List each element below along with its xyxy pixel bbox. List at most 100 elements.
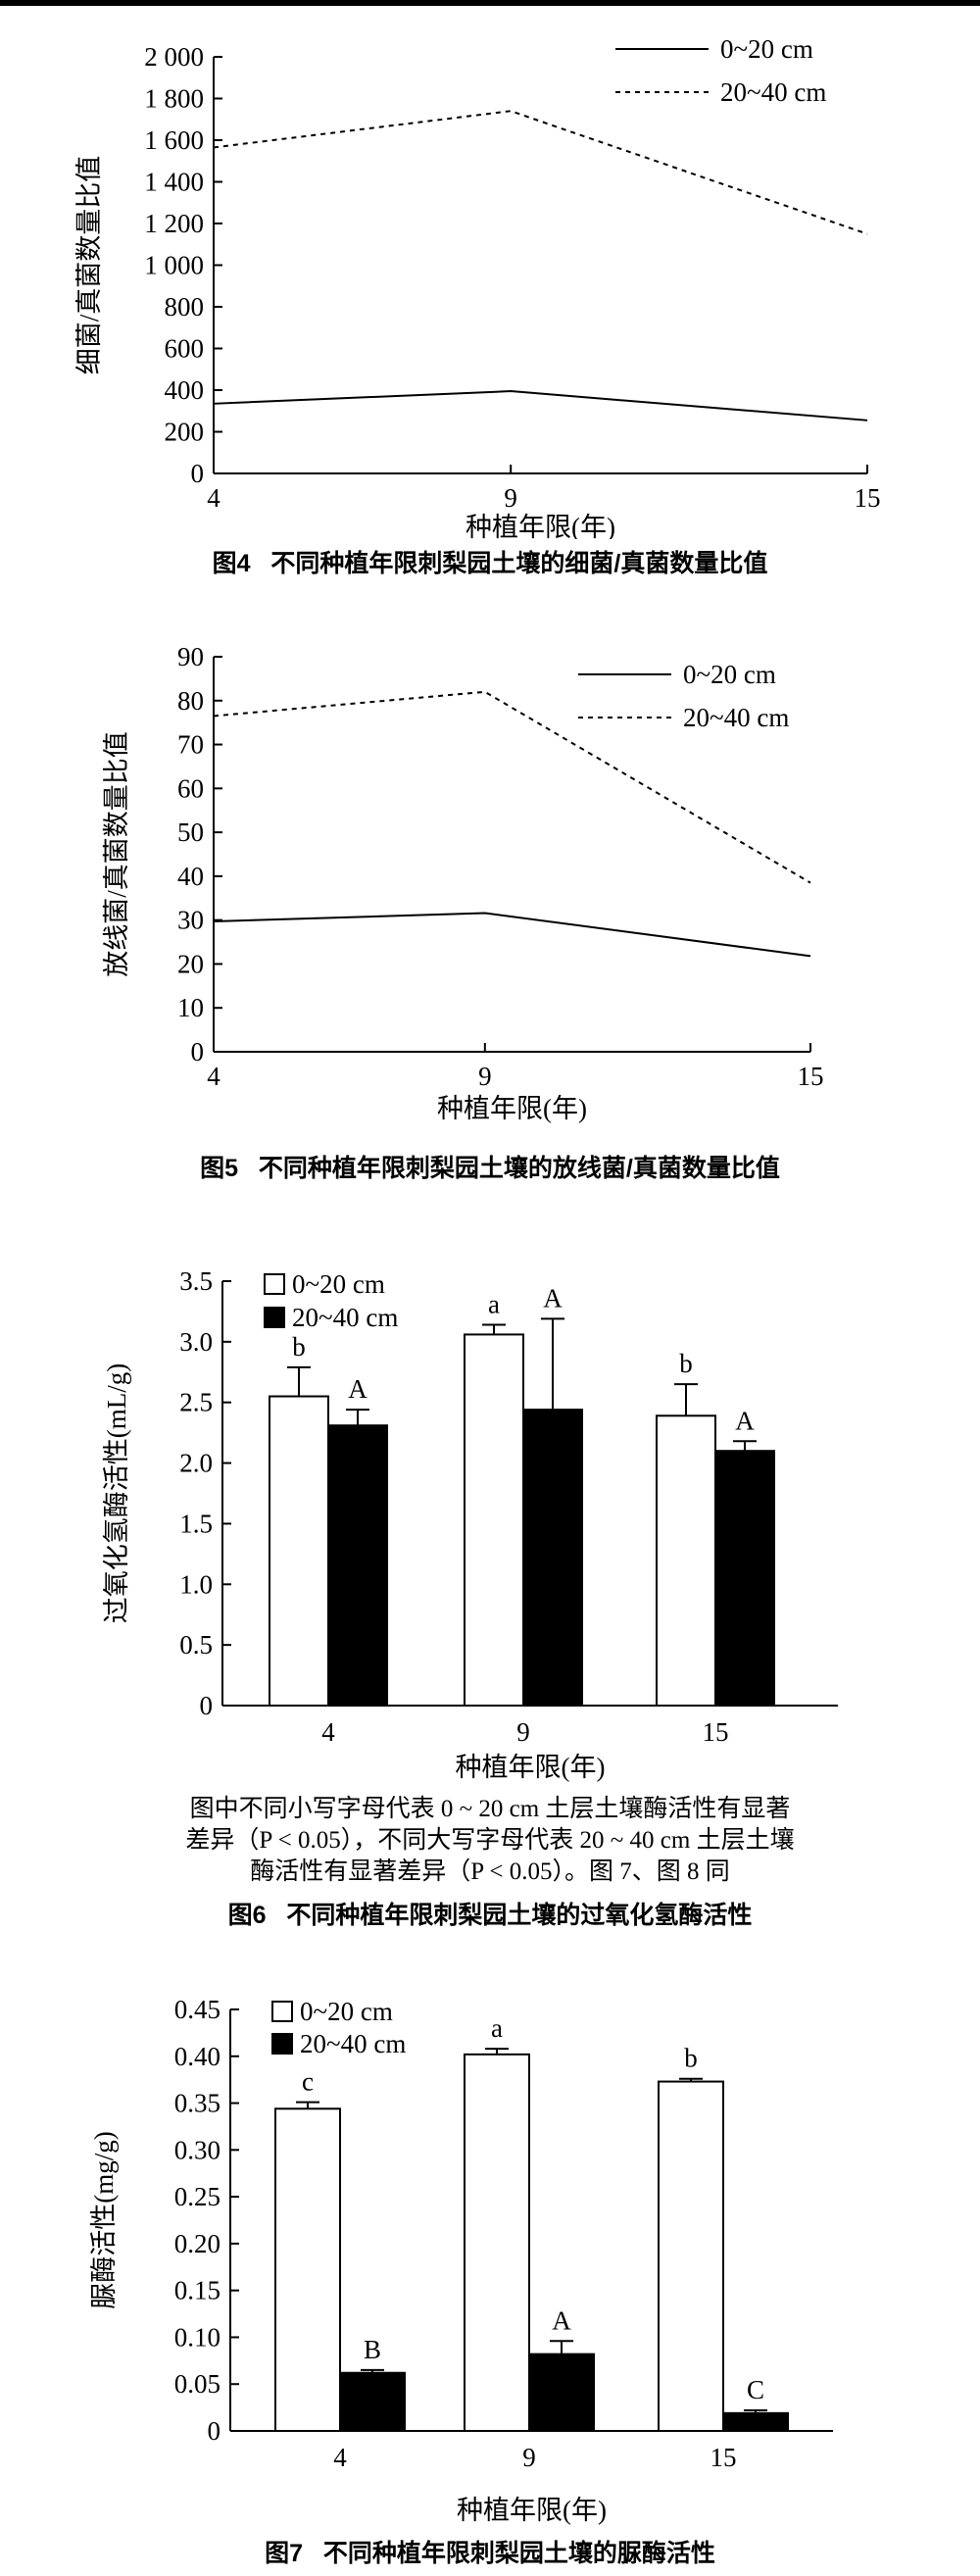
fig6-bar-chart: 0 0.5 1.0 1.5 2.0 2.5 3.0 3.5 过氧化氢酶活性(mL/g) 种植年限(…: [102, 1266, 838, 1782]
fig4-y-axis-label: 细菌/真菌数量比值: [74, 156, 104, 375]
fig7-bar-surface: [274, 2107, 341, 2433]
fig6-significance-label: a: [488, 1290, 500, 1319]
fig7-significance-label: b: [684, 2044, 698, 2073]
fig7-y-axis-label: 脲酶活性(mg/g): [89, 2131, 119, 2309]
fig6-significance-label: A: [348, 1374, 368, 1404]
fig4-y-tick-label: 1 200: [144, 209, 204, 238]
fig6-y-tick-label: 2.5: [179, 1388, 213, 1417]
fig6-legend-swatch: [264, 1273, 285, 1295]
fig6-bar-subsurface: [327, 1424, 388, 1707]
fig4-y-tick-label: 400: [165, 375, 205, 405]
fig7-y-tick-label: 0.45: [174, 1995, 220, 2024]
fig7-y-tick-label: 0.10: [174, 2322, 220, 2352]
fig7-significance-label: a: [491, 2013, 503, 2043]
fig4-x-tick-label: 9: [504, 483, 517, 513]
fig7-y-tick-label: 0.35: [174, 2089, 220, 2118]
fig7-y-tick-label: 0.25: [174, 2182, 220, 2211]
fig5-y-tick-label: 20: [177, 949, 204, 978]
fig5-x-tick-label: 15: [798, 1062, 824, 1091]
fig7-bar-chart: 0 0.05 0.10 0.15 0.20 0.25 0.30 0.35 0.40 0.45 脲酶活…: [89, 1995, 833, 2525]
fig5-series-line-subsurface: [213, 690, 811, 884]
fig4-series-line-surface: [213, 390, 868, 421]
fig5-y-tick-label: 10: [177, 993, 204, 1022]
fig4-caption-number: 图4: [212, 550, 251, 577]
fig7-significance-label: B: [364, 2335, 381, 2364]
fig5-series-line-surface: [213, 912, 811, 958]
fig5-caption-text: 不同种植年限刺梨园土壤的放线菌/真菌数量比值: [258, 1155, 780, 1182]
fig6-y-tick-label: 0.5: [179, 1630, 213, 1660]
fig4-y-tick-label: 600: [165, 334, 205, 364]
fig6-y-tick-label: 3.0: [179, 1327, 213, 1357]
fig4-x-tick-label: 4: [207, 483, 220, 513]
fig5-legend-label: 0~20 cm: [683, 660, 776, 689]
fig5-y-tick-label: 40: [177, 862, 204, 891]
fig7-y-tick-label: 0.30: [174, 2135, 220, 2164]
fig5-y-tick-label: 0: [191, 1037, 205, 1066]
figure-4: 0 200 400 600 800 1 000 1 200 1 400 1 600 1 800 2 …: [0, 20, 980, 542]
fig5-x-axis-label: 种植年限(年): [437, 1094, 587, 1123]
fig6-note-line-2: 差异（P < 0.05），不同大写字母代表 20 ~ 40 cm 土层土壤: [185, 1827, 795, 1854]
fig6-y-tick-label: 3.5: [179, 1266, 213, 1296]
fig7-caption: 图7 不同种植年限刺梨园土壤的脲酶活性: [0, 2534, 980, 2569]
fig5-y-tick-label: 90: [177, 642, 204, 671]
fig7-legend-label: 0~20 cm: [300, 1997, 393, 2026]
fig6-bar-surface: [464, 1333, 524, 1707]
fig7-significance-label: C: [747, 2375, 764, 2404]
fig6-caption-number: 图6: [227, 1902, 267, 1929]
fig6-legend-label: 20~40 cm: [292, 1303, 398, 1332]
fig4-caption: 图4 不同种植年限刺梨园土壤的细菌/真菌数量比值: [0, 544, 980, 579]
fig7-bar-surface: [658, 2080, 724, 2432]
fig7-legend-swatch: [271, 2001, 293, 2022]
fig7-y-tick-label: 0: [208, 2416, 221, 2446]
fig6-significance-label: b: [679, 1349, 693, 1378]
fig5-y-tick-label: 50: [177, 817, 204, 847]
fig5-legend-label: 20~40 cm: [683, 703, 789, 732]
fig7-x-tick-label: 9: [522, 2443, 536, 2472]
fig4-y-tick-label: 1 400: [144, 168, 204, 197]
fig5-y-tick-label: 30: [177, 906, 204, 935]
fig7-caption-number: 图7: [265, 2540, 304, 2567]
fig5-x-tick-label: 4: [207, 1062, 220, 1091]
fig5-x-tick-label: 9: [478, 1062, 492, 1091]
fig7-caption-text: 不同种植年限刺梨园土壤的脲酶活性: [322, 2540, 715, 2567]
fig4-series-line-subsurface: [213, 110, 868, 235]
fig7-bar-subsurface: [339, 2371, 406, 2432]
fig7-y-tick-label: 0.20: [174, 2229, 220, 2258]
fig6-note-line-1: 图中不同小写字母代表 0 ~ 20 cm 土层土壤酶活性有显著: [189, 1796, 791, 1822]
fig4-legend-label: 0~20 cm: [720, 34, 813, 64]
fig6-caption: 图6 不同种植年限刺梨园土壤的过氧化氢酶活性: [0, 1896, 980, 1931]
fig6-x-axis-label: 种植年限(年): [456, 1753, 606, 1782]
fig4-line-chart: 0 200 400 600 800 1 000 1 200 1 400 1 600 1 800 2 …: [74, 34, 881, 542]
fig6-bar-subsurface: [522, 1409, 583, 1707]
fig5-caption-number: 图5: [200, 1155, 239, 1182]
fig6-y-tick-label: 1.0: [179, 1569, 213, 1599]
fig4-x-axis-label: 种植年限(年): [466, 513, 615, 539]
fig7-bar-surface: [464, 2053, 530, 2432]
fig4-y-tick-label: 200: [165, 418, 205, 447]
fig5-y-tick-label: 80: [177, 686, 204, 716]
fig6-bar-surface: [269, 1395, 329, 1707]
fig6-significance-label: b: [292, 1332, 306, 1362]
fig5-y-tick-label: 70: [177, 730, 204, 760]
fig7-significance-label: A: [552, 2305, 571, 2335]
fig6-significance-label: A: [543, 1283, 563, 1313]
fig6-bar-subsurface: [714, 1450, 775, 1707]
fig6-y-axis-label: 过氧化氢酶活性(mL/g): [102, 1363, 131, 1623]
fig6-legend-label: 0~20 cm: [292, 1269, 385, 1299]
fig4-x-tick-label: 15: [855, 483, 881, 513]
fig7-legend-label: 20~40 cm: [300, 2029, 406, 2058]
fig6-legend-swatch: [264, 1307, 285, 1328]
figure-6: 0 0.5 1.0 1.5 2.0 2.5 3.0 3.5 过氧化氢酶活性(mL/g) 种植年限(…: [0, 1245, 980, 1794]
figure-5: 0 10 20 30 40 50 60 70 80 90 放线菌/真菌数量比值 种植年限(年) 4 9 15…: [0, 627, 980, 1137]
fig6-x-tick-label: 15: [703, 1717, 729, 1747]
fig5-y-axis-label: 放线菌/真菌数量比值: [102, 731, 131, 977]
fig6-note-line-3: 酶活性有显著差异（P < 0.05）。图 7、图 8 同: [250, 1858, 730, 1885]
fig6-y-tick-label: 2.0: [179, 1449, 213, 1478]
fig6-y-tick-label: 0: [200, 1691, 214, 1720]
fig7-y-tick-label: 0.05: [174, 2369, 220, 2399]
fig4-y-tick-label: 1 800: [144, 84, 204, 114]
figure-7: 0 0.05 0.10 0.15 0.20 0.25 0.30 0.35 0.40 0.45 脲酶活…: [0, 1970, 980, 2529]
fig6-x-tick-label: 9: [516, 1717, 530, 1747]
fig6-note: 图中不同小写字母代表 0 ~ 20 cm 土层土壤酶活性有显著 差异（P < 0…: [0, 1794, 980, 1888]
